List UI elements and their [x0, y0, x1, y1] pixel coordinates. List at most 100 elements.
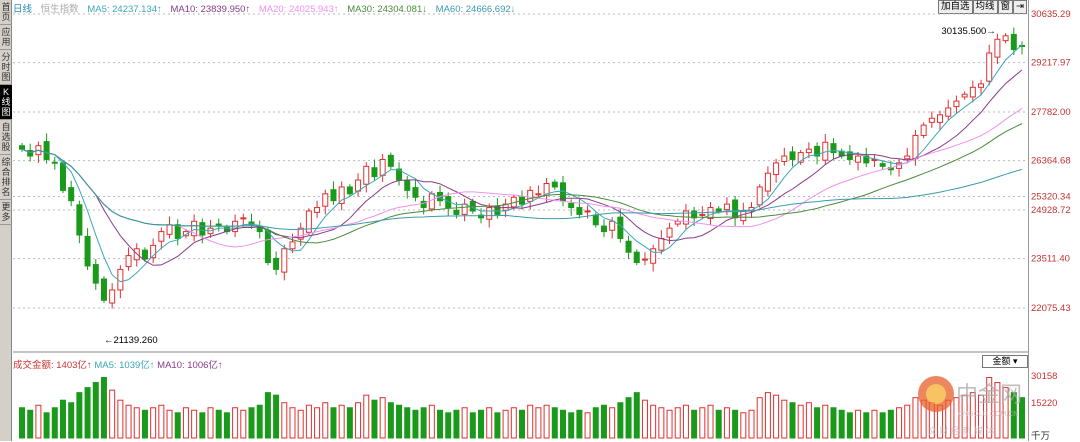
- volume-bar: [773, 394, 780, 439]
- volume-bar: [543, 404, 550, 439]
- candle-body: [658, 237, 665, 251]
- sidebar-item-0[interactable]: 首页: [0, 0, 12, 25]
- period-label[interactable]: 日线: [13, 4, 33, 15]
- price-axis: [1028, 0, 1080, 441]
- volume-bar: [494, 412, 501, 439]
- sidebar-item-4[interactable]: 自选股: [0, 120, 12, 155]
- ma5-line: [21, 44, 1023, 283]
- candle-body: [346, 186, 353, 195]
- candle-body: [805, 148, 812, 154]
- volume-bar: [125, 404, 132, 439]
- add-watchlist-button[interactable]: 加自选: [937, 0, 973, 14]
- candle-body: [478, 214, 485, 219]
- candle-body: [453, 209, 460, 215]
- volume-bar: [371, 399, 378, 439]
- candle-body: [281, 248, 288, 273]
- volume-bar: [445, 412, 452, 439]
- volume-amount: 成交金额: 1403亿↑: [13, 360, 92, 371]
- candle-body: [863, 155, 870, 164]
- volume-metric-dropdown[interactable]: 金额 ▾: [982, 355, 1028, 368]
- volume-bar: [387, 402, 394, 439]
- candle-body: [855, 155, 862, 163]
- candle-body: [248, 221, 255, 226]
- chart-header: 日线 恒生指数 MA5: 24237.134↑ MA10: 23839.950↑…: [13, 1, 521, 15]
- window-button[interactable]: 窗: [997, 0, 1014, 14]
- candle-body: [76, 204, 83, 236]
- candle-body: [330, 189, 337, 202]
- cngold-watermark-logo: 中金网 CNGOLD.COM.CN 文 财 经 新 媒 体: [918, 376, 1022, 436]
- candle-body: [732, 199, 739, 219]
- volume-bar: [855, 409, 862, 439]
- candle-body: [141, 249, 148, 260]
- candle-body: [1010, 33, 1017, 51]
- ma60-line: [21, 148, 1023, 230]
- volume-bar: [461, 407, 468, 439]
- candle-body: [92, 264, 99, 284]
- volume-bar: [568, 412, 575, 439]
- candle-body: [740, 210, 747, 222]
- candle-body: [166, 224, 173, 235]
- sidebar-item-5[interactable]: 综合排名: [0, 155, 12, 200]
- candle-body: [994, 38, 1001, 58]
- volume-bar: [199, 412, 206, 439]
- volume-bar: [100, 377, 107, 439]
- volume-bar: [379, 397, 386, 439]
- candle-body: [412, 187, 419, 198]
- candle-body: [789, 151, 796, 160]
- volume-bar: [453, 409, 460, 439]
- volume-bar: [994, 382, 1001, 439]
- candle-body: [871, 158, 878, 161]
- sidebar-item-1[interactable]: 应用: [0, 25, 12, 50]
- volume-bar: [363, 394, 370, 439]
- candle-body: [584, 210, 591, 213]
- sidebar: 首页 应用 分时图 K线图 自选股 综合排名 更多: [0, 0, 12, 441]
- ma-lines-button[interactable]: 均线: [972, 0, 998, 14]
- volume-bar: [978, 394, 985, 439]
- candle-body: [928, 117, 935, 123]
- candle-body: [199, 222, 206, 236]
- y-tick-label: 26364.68: [1031, 156, 1071, 167]
- candle-body: [486, 207, 493, 220]
- volume-bar: [281, 402, 288, 439]
- candle-body: [650, 248, 657, 264]
- ma10-value: MA10: 23839.950↑: [170, 4, 251, 15]
- candle-body: [158, 231, 165, 242]
- volume-bar: [437, 409, 444, 439]
- sidebar-item-3[interactable]: K线图: [0, 85, 12, 120]
- watermark-sub: 文 财 经 新 媒 体: [928, 425, 995, 436]
- volume-axis-unit: 千万: [1031, 431, 1051, 442]
- volume-bar: [297, 409, 304, 439]
- volume-bar: [527, 404, 534, 439]
- volume-bar: [1019, 397, 1025, 439]
- candle-body: [59, 162, 66, 191]
- expand-button[interactable]: ⇥: [1013, 0, 1027, 14]
- sidebar-item-6[interactable]: 更多: [0, 200, 12, 225]
- volume-bar: [691, 409, 698, 439]
- volume-bar: [420, 407, 427, 439]
- volume-bar: [330, 407, 337, 439]
- candle-body: [592, 214, 599, 226]
- volume-bar: [986, 377, 993, 439]
- candle-body: [609, 220, 616, 231]
- volume-bar: [592, 407, 599, 439]
- volume-bar: [223, 412, 230, 439]
- candle-body: [674, 220, 681, 225]
- candle-body: [781, 155, 788, 163]
- volume-bar: [682, 404, 689, 439]
- volume-bar: [641, 399, 648, 439]
- candle-body: [43, 141, 50, 160]
- volume-bar: [502, 409, 509, 439]
- candle-body: [84, 235, 91, 267]
- candle-body: [699, 213, 706, 216]
- volume-bar: [797, 404, 804, 439]
- volume-bar: [830, 407, 837, 439]
- candle-body: [191, 220, 198, 237]
- volume-bar: [51, 407, 58, 439]
- volume-bar: [584, 412, 591, 439]
- volume-bar: [35, 404, 42, 439]
- volume-bar: [158, 404, 165, 439]
- candle-body: [150, 244, 157, 259]
- volume-bar: [666, 409, 673, 439]
- sidebar-item-2[interactable]: 分时图: [0, 50, 12, 85]
- candle-body: [264, 229, 271, 264]
